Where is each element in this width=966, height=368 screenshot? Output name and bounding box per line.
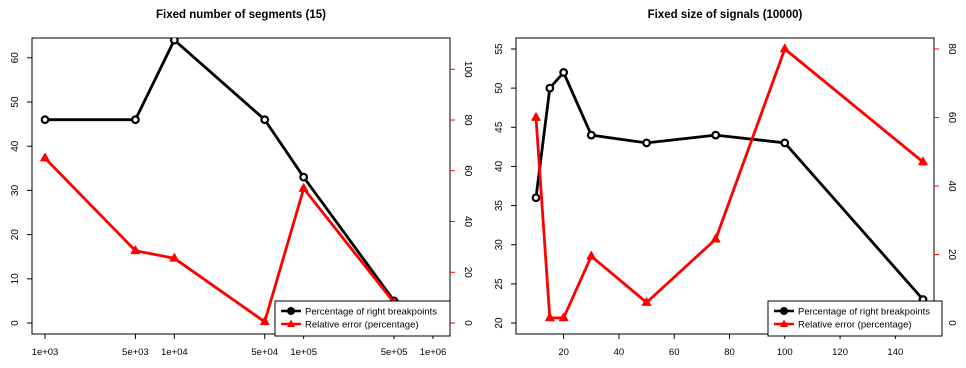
data-point-relative-error xyxy=(918,156,928,166)
x-tick-label: 120 xyxy=(832,347,848,358)
x-tick-label: 1e+06 xyxy=(420,347,447,358)
series-lines xyxy=(40,38,399,326)
chart-1: Fixed number of segments (15) 0 10 20 30 40 50… xyxy=(10,9,473,358)
data-point-relative-error xyxy=(710,233,721,243)
y-right-tick-label: 40 xyxy=(946,180,957,192)
legend-marker xyxy=(287,307,295,315)
chart-title: Fixed number of segments (15) xyxy=(156,9,326,21)
data-point-relative-error xyxy=(780,43,790,53)
y-left-tick-label: 30 xyxy=(10,184,21,196)
y-left-tick-label: 55 xyxy=(494,43,505,55)
legend-marker xyxy=(780,307,788,315)
legend-label: Relative error (percentage) xyxy=(305,320,419,331)
y-right-tick-label: 0 xyxy=(946,320,957,326)
data-point-right-breakpoints xyxy=(131,115,140,125)
x-tick-label: 100 xyxy=(777,347,793,358)
plot-frame xyxy=(31,37,451,335)
x-tick-label: 5e+05 xyxy=(381,347,408,358)
x-tick-label: 80 xyxy=(724,347,735,358)
data-point-right-breakpoints xyxy=(531,193,541,203)
x-tick-label: 1e+03 xyxy=(32,347,59,358)
legend-label: Percentage of right breakpoints xyxy=(798,307,930,318)
data-point-right-breakpoints xyxy=(260,115,270,125)
data-point-relative-error xyxy=(641,297,652,306)
y-right-tick-label: 0 xyxy=(462,320,473,326)
y-left-tick-label: 20 xyxy=(10,229,21,241)
y-left-tick-label: 35 xyxy=(494,200,505,212)
legend: Percentage of right breakpoints Relative … xyxy=(274,300,451,337)
x-tick-label: 60 xyxy=(669,347,680,358)
y-left-tick-label: 20 xyxy=(494,317,505,329)
y-left-tick-label: 0 xyxy=(10,320,21,326)
data-point-right-breakpoints xyxy=(780,138,790,148)
y-right-tick-label: 20 xyxy=(462,267,473,279)
y-left-tick-label: 45 xyxy=(494,121,505,133)
y-left-tick-label: 10 xyxy=(10,273,21,285)
data-point-right-breakpoints xyxy=(40,115,50,125)
data-point-right-breakpoints xyxy=(169,38,179,45)
y-right-tick-label: 100 xyxy=(462,61,473,78)
data-point-right-breakpoints xyxy=(586,130,596,140)
legend-box xyxy=(767,300,943,337)
y-left-tick-label: 30 xyxy=(494,239,505,251)
series-lines xyxy=(531,43,928,322)
y-left-tick-label: 60 xyxy=(10,52,21,64)
data-point-relative-error xyxy=(545,312,555,322)
legend-label: Percentage of right breakpoints xyxy=(305,307,437,318)
data-point-right-breakpoints xyxy=(559,68,569,77)
data-point-relative-error xyxy=(259,316,270,326)
legend: Percentage of right breakpoints Relative … xyxy=(767,300,943,337)
x-tick-label: 20 xyxy=(558,347,569,358)
series-line-right-breakpoints xyxy=(45,38,396,302)
chart-2: Fixed size of signals (10000) 20 25 30 35 40 4… xyxy=(494,9,957,358)
chart-title: Fixed size of signals (10000) xyxy=(648,9,803,21)
x-tick-label: 140 xyxy=(887,347,903,358)
legend-marker xyxy=(780,319,788,327)
series-line-right-breakpoints xyxy=(534,71,925,301)
y-left-tick-label: 40 xyxy=(10,140,21,152)
series-line-relative-error xyxy=(534,47,924,320)
y-right-tick-label: 20 xyxy=(946,249,957,261)
legend-box xyxy=(274,300,451,337)
data-point-relative-error xyxy=(169,253,180,262)
y-left-tick-label: 40 xyxy=(494,160,505,172)
x-tick-label: 1e+05 xyxy=(290,347,317,358)
data-point-relative-error xyxy=(298,183,309,192)
y-left-tick-label: 25 xyxy=(494,278,505,290)
x-tick-label: 1e+04 xyxy=(161,347,188,358)
data-point-relative-error xyxy=(531,112,541,121)
x-tick-label: 5e+03 xyxy=(122,347,149,358)
data-point-right-breakpoints xyxy=(642,138,651,148)
data-point-right-breakpoints xyxy=(299,172,309,182)
plot-frame xyxy=(515,37,935,335)
legend-marker xyxy=(287,319,295,327)
y-right-tick-label: 80 xyxy=(462,114,473,126)
y-right-tick-label: 60 xyxy=(946,112,957,124)
data-point-relative-error xyxy=(586,251,597,260)
x-tick-label: 5e+04 xyxy=(251,347,278,358)
data-point-right-breakpoints xyxy=(711,130,721,140)
data-point-relative-error xyxy=(40,152,50,162)
x-tick-label: 40 xyxy=(614,347,625,358)
y-left-tick-label: 50 xyxy=(494,82,505,94)
legend-label: Relative error (percentage) xyxy=(798,320,912,331)
y-left-tick-label: 50 xyxy=(10,96,21,108)
series-line-relative-error xyxy=(43,157,396,324)
y-right-tick-label: 80 xyxy=(946,43,957,55)
data-point-relative-error xyxy=(558,312,569,322)
data-point-relative-error xyxy=(130,245,141,255)
data-point-right-breakpoints xyxy=(545,83,555,93)
y-right-tick-label: 40 xyxy=(462,216,473,228)
y-right-tick-label: 60 xyxy=(462,165,473,177)
